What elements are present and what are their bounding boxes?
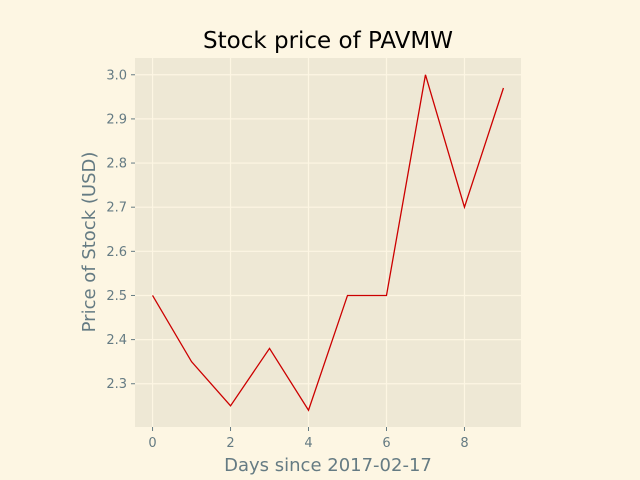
y-tick-label: 2.7 [106, 201, 127, 216]
x-tick-label: 4 [304, 436, 312, 451]
y-tick-label: 2.4 [106, 333, 127, 348]
y-tick-label: 2.3 [106, 377, 127, 392]
series-line [151, 74, 505, 412]
x-tick-label: 0 [148, 436, 156, 451]
x-tick-labels: 0 2 4 6 8 [148, 436, 468, 451]
chart-title: Stock price of PAVMW [203, 28, 453, 54]
x-tick-label: 2 [226, 436, 234, 451]
y-tick-labels: 2.3 2.4 2.5 2.6 2.7 2.8 2.9 3.0 [106, 68, 127, 392]
grid-lines [135, 58, 521, 427]
y-tick-label: 2.9 [106, 112, 127, 127]
x-tick-label: 8 [460, 436, 468, 451]
y-axis-label: Price of Stock (USD) [79, 152, 100, 333]
y-tick-label: 2.6 [106, 245, 127, 260]
x-axis-label: Days since 2017-02-17 [224, 455, 432, 476]
x-tick-label: 6 [382, 436, 390, 451]
plot-area [135, 58, 521, 427]
y-tick-label: 3.0 [106, 68, 127, 83]
y-tick-label: 2.8 [106, 157, 127, 172]
tick-marks [131, 74, 465, 431]
data-points [152, 74, 504, 411]
y-tick-label: 2.5 [106, 289, 127, 304]
